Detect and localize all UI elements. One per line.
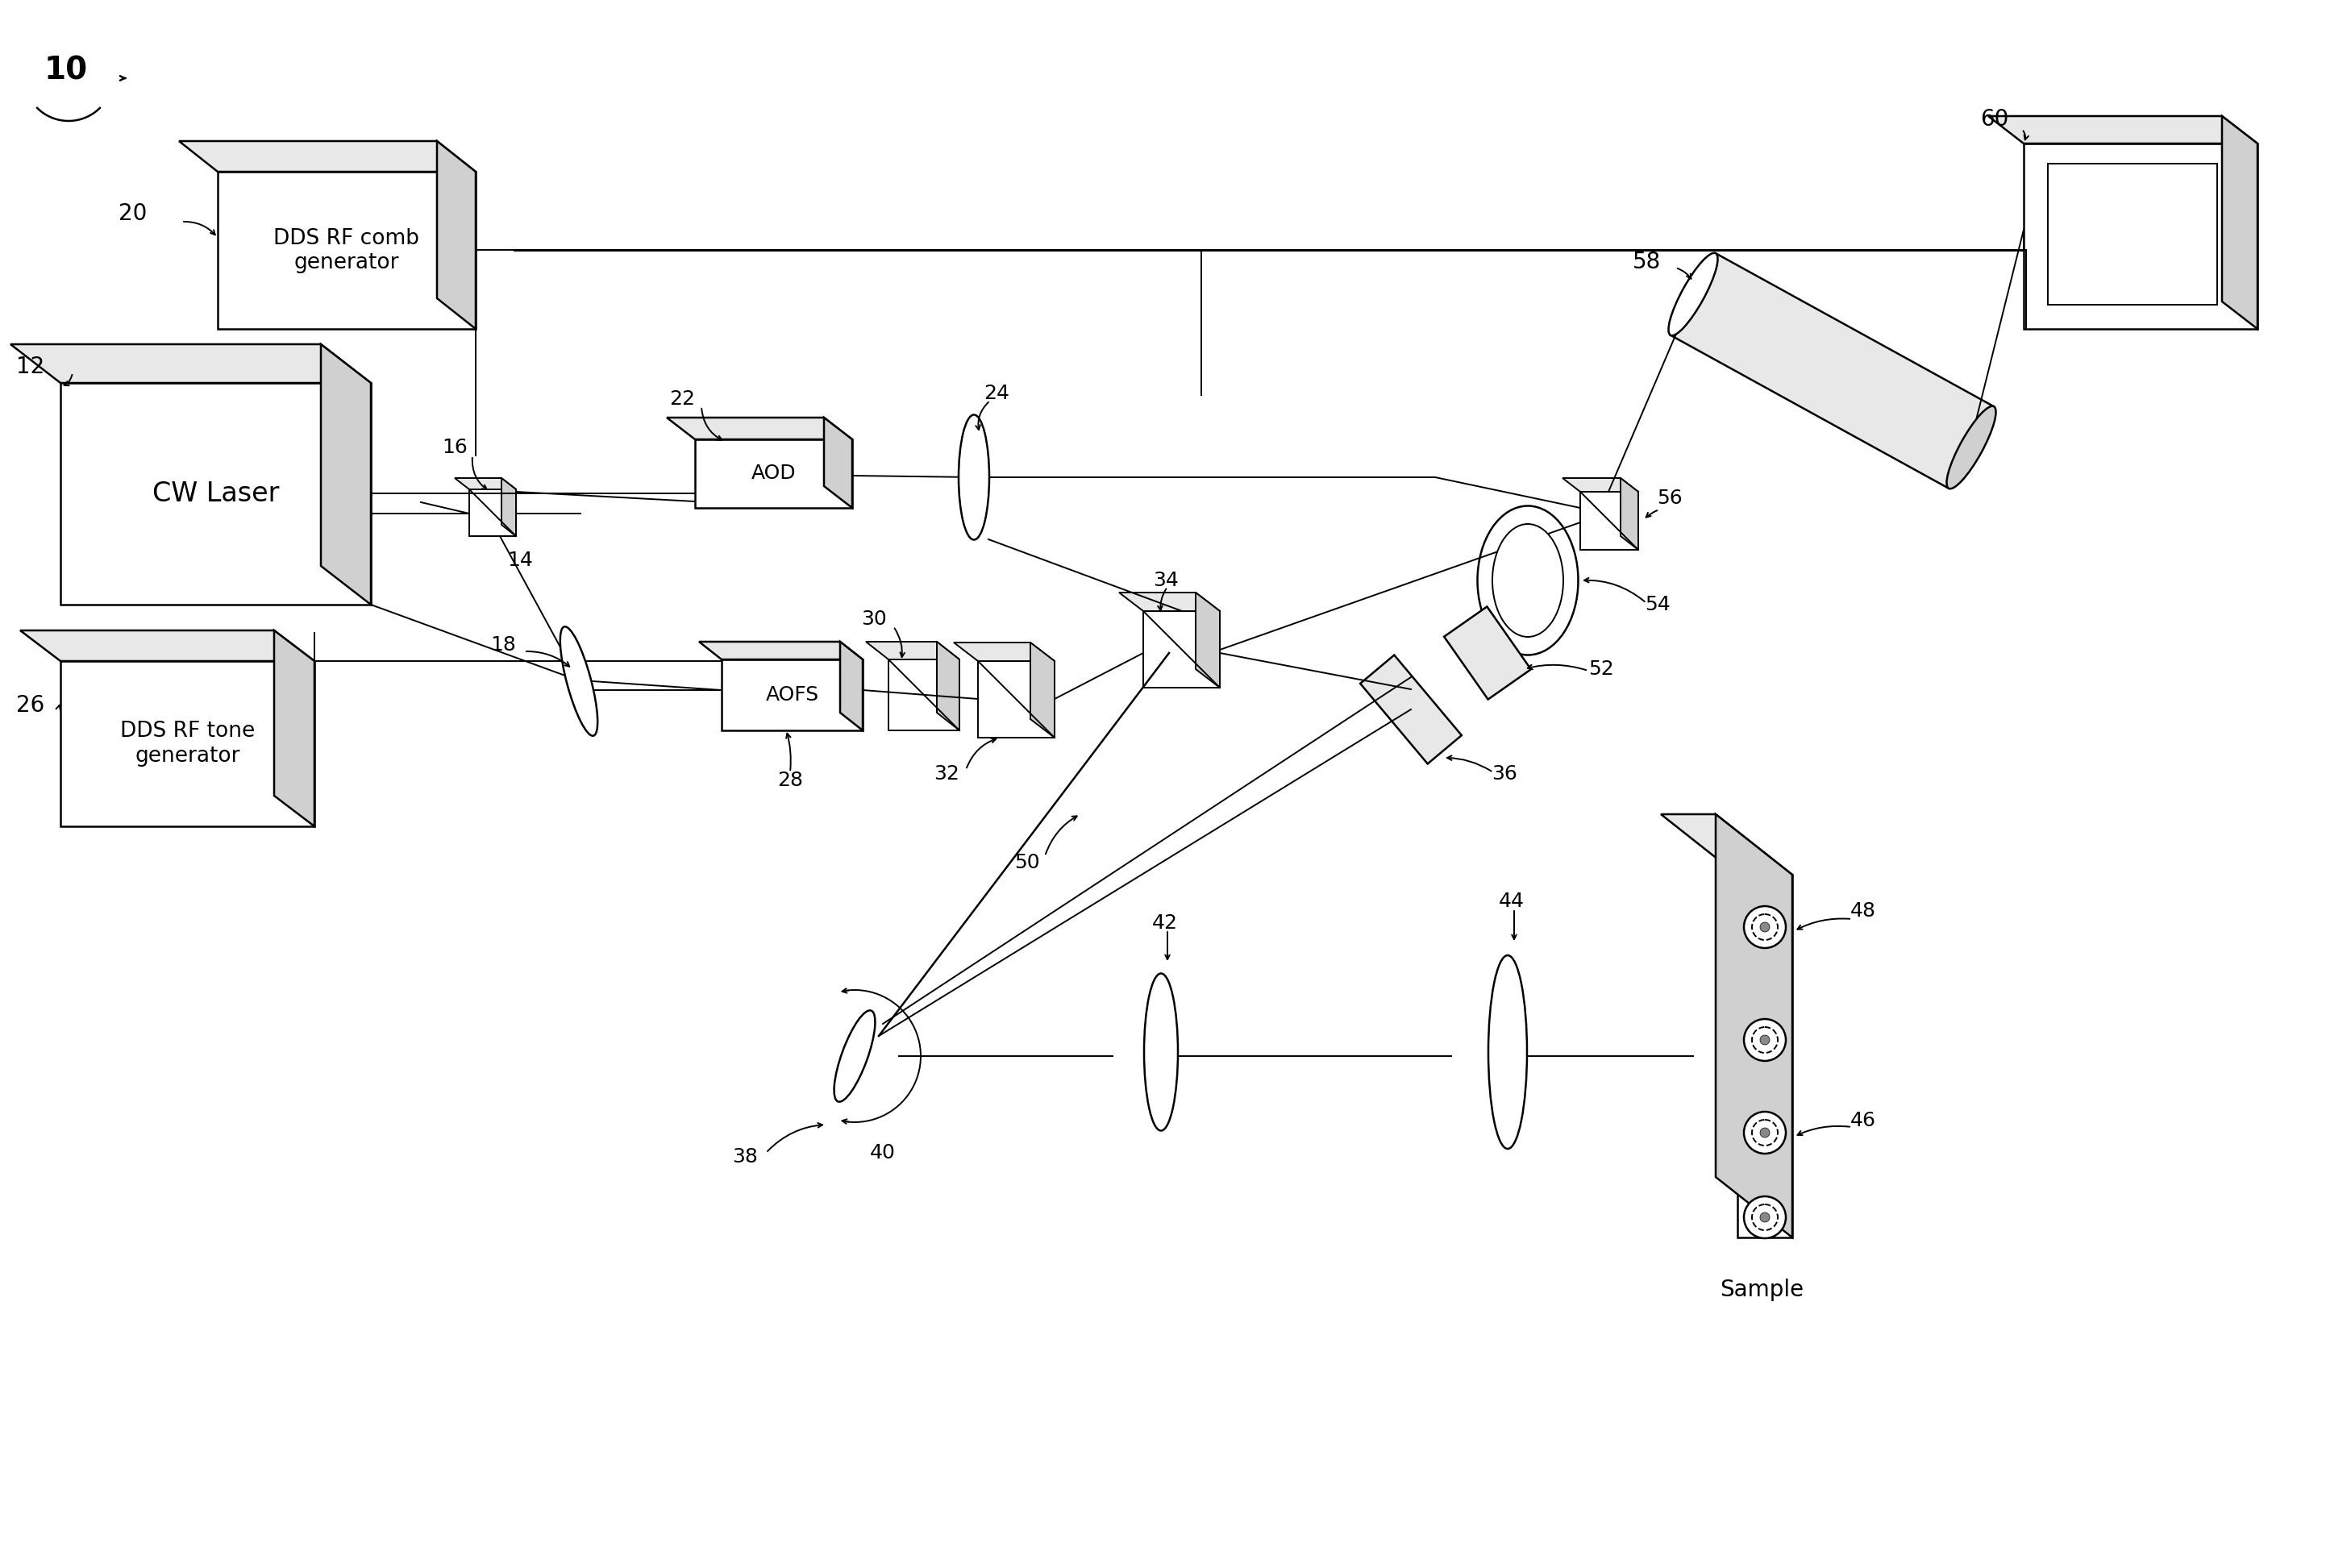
Polygon shape bbox=[1119, 593, 1220, 612]
Polygon shape bbox=[865, 641, 959, 660]
Text: 16: 16 bbox=[442, 437, 468, 458]
Polygon shape bbox=[1716, 814, 1791, 1237]
Ellipse shape bbox=[1669, 252, 1719, 336]
Ellipse shape bbox=[835, 1010, 875, 1102]
Polygon shape bbox=[454, 478, 515, 489]
Polygon shape bbox=[1660, 814, 1791, 875]
Circle shape bbox=[2193, 259, 2219, 284]
Polygon shape bbox=[1737, 875, 1791, 1237]
Circle shape bbox=[1761, 1035, 1770, 1044]
Polygon shape bbox=[722, 660, 863, 731]
Circle shape bbox=[2161, 259, 2186, 284]
Text: 10: 10 bbox=[45, 55, 87, 85]
Polygon shape bbox=[839, 641, 863, 731]
Ellipse shape bbox=[959, 416, 990, 539]
Polygon shape bbox=[1580, 492, 1639, 550]
Polygon shape bbox=[470, 489, 515, 536]
Polygon shape bbox=[889, 660, 959, 731]
Circle shape bbox=[1761, 1212, 1770, 1221]
Ellipse shape bbox=[1947, 406, 1996, 489]
Polygon shape bbox=[936, 641, 959, 731]
Ellipse shape bbox=[1744, 1019, 1787, 1062]
Text: 46: 46 bbox=[1850, 1110, 1876, 1131]
Ellipse shape bbox=[1145, 974, 1178, 1131]
Polygon shape bbox=[696, 439, 851, 508]
Polygon shape bbox=[437, 141, 475, 329]
Text: Sample: Sample bbox=[1719, 1278, 1803, 1301]
Ellipse shape bbox=[1744, 1196, 1787, 1239]
Polygon shape bbox=[1563, 478, 1639, 492]
Polygon shape bbox=[320, 345, 371, 605]
Circle shape bbox=[2161, 212, 2186, 237]
Text: DDS RF comb
generator: DDS RF comb generator bbox=[273, 227, 418, 273]
Text: DDS RF tone
generator: DDS RF tone generator bbox=[120, 721, 254, 767]
Text: 34: 34 bbox=[1152, 571, 1178, 590]
Ellipse shape bbox=[1751, 1120, 1777, 1146]
Ellipse shape bbox=[1488, 955, 1528, 1149]
Text: 28: 28 bbox=[778, 771, 804, 790]
Polygon shape bbox=[2222, 116, 2257, 329]
Polygon shape bbox=[179, 141, 475, 172]
Polygon shape bbox=[501, 478, 515, 536]
Polygon shape bbox=[823, 417, 851, 508]
Ellipse shape bbox=[1744, 1112, 1787, 1154]
Text: 38: 38 bbox=[731, 1148, 757, 1167]
Text: 22: 22 bbox=[670, 389, 696, 409]
Circle shape bbox=[1761, 922, 1770, 931]
Ellipse shape bbox=[1744, 906, 1787, 949]
Text: 44: 44 bbox=[1500, 892, 1523, 911]
Text: 60: 60 bbox=[1980, 108, 2010, 130]
Ellipse shape bbox=[1751, 1027, 1777, 1052]
Text: 56: 56 bbox=[1657, 489, 1683, 508]
Text: 48: 48 bbox=[1850, 902, 1876, 920]
Polygon shape bbox=[2024, 144, 2257, 329]
Text: 18: 18 bbox=[491, 635, 515, 654]
Text: 50: 50 bbox=[1016, 853, 1039, 872]
Polygon shape bbox=[955, 643, 1056, 662]
Ellipse shape bbox=[1751, 1204, 1777, 1231]
Text: 26: 26 bbox=[16, 695, 45, 717]
Ellipse shape bbox=[1476, 506, 1578, 655]
Circle shape bbox=[2193, 212, 2219, 237]
Text: 32: 32 bbox=[933, 764, 959, 784]
Polygon shape bbox=[1197, 593, 1220, 688]
Polygon shape bbox=[21, 630, 315, 662]
Circle shape bbox=[2161, 165, 2186, 190]
Polygon shape bbox=[1672, 254, 1994, 488]
Polygon shape bbox=[1989, 116, 2257, 144]
Text: 30: 30 bbox=[860, 610, 886, 629]
Text: 58: 58 bbox=[1632, 251, 1660, 273]
Text: AOD: AOD bbox=[752, 464, 797, 483]
Text: AOFS: AOFS bbox=[766, 685, 818, 704]
Polygon shape bbox=[61, 383, 371, 605]
Polygon shape bbox=[1361, 655, 1462, 764]
Text: 40: 40 bbox=[870, 1143, 896, 1162]
Polygon shape bbox=[61, 662, 315, 826]
Text: 12: 12 bbox=[16, 356, 45, 378]
Polygon shape bbox=[1030, 643, 1056, 737]
Polygon shape bbox=[1143, 612, 1220, 688]
Text: 14: 14 bbox=[508, 550, 534, 569]
Circle shape bbox=[2193, 165, 2219, 190]
Text: CW Laser: CW Laser bbox=[153, 480, 280, 506]
Text: 36: 36 bbox=[1491, 764, 1516, 784]
Ellipse shape bbox=[560, 627, 597, 735]
Text: 54: 54 bbox=[1646, 594, 1669, 615]
Polygon shape bbox=[668, 417, 851, 439]
Polygon shape bbox=[1620, 478, 1639, 550]
Polygon shape bbox=[698, 641, 863, 660]
Polygon shape bbox=[275, 630, 315, 826]
Text: 52: 52 bbox=[1589, 660, 1613, 679]
Text: 42: 42 bbox=[1152, 914, 1178, 933]
Polygon shape bbox=[2048, 163, 2217, 304]
Ellipse shape bbox=[1493, 524, 1563, 637]
Polygon shape bbox=[219, 172, 475, 329]
Circle shape bbox=[1761, 1127, 1770, 1137]
Polygon shape bbox=[1444, 607, 1531, 699]
Polygon shape bbox=[978, 662, 1056, 737]
Ellipse shape bbox=[1751, 914, 1777, 939]
Text: 20: 20 bbox=[118, 202, 146, 224]
Polygon shape bbox=[9, 345, 371, 383]
Text: 24: 24 bbox=[983, 384, 1009, 403]
